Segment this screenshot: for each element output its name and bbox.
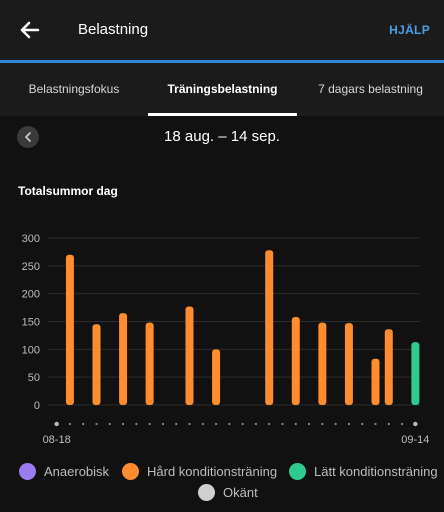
y-tick-label: 50 <box>28 372 40 384</box>
legend-item-latt-kondition: Lätt konditionsträning <box>289 463 438 481</box>
bar[interactable] <box>344 323 353 405</box>
x-tick-label: 09-14 <box>401 434 429 446</box>
bar[interactable] <box>318 322 327 405</box>
bar[interactable] <box>411 342 420 405</box>
x-axis-tick <box>214 422 218 426</box>
x-axis-tick <box>175 422 178 426</box>
active-tab-indicator <box>148 113 297 116</box>
x-axis-tick <box>54 421 59 427</box>
x-axis-tick <box>68 422 72 426</box>
legend-swatch <box>19 463 36 481</box>
header-accent-line <box>0 60 444 63</box>
bar[interactable] <box>119 313 128 405</box>
x-axis-tick <box>241 422 244 426</box>
x-axis-tick <box>254 422 258 426</box>
tab-7-dagars-belastning[interactable]: 7 dagars belastning <box>318 82 423 96</box>
x-axis-tick <box>201 422 204 426</box>
bar[interactable] <box>291 317 300 405</box>
x-axis-tick <box>374 422 377 426</box>
arrow-left-icon <box>20 21 40 39</box>
y-tick-label: 200 <box>22 289 40 301</box>
page-title: Belastning <box>78 21 149 38</box>
x-axis-tick <box>294 422 297 426</box>
x-axis-tick <box>321 422 324 426</box>
x-axis-tick <box>361 422 364 426</box>
x-axis-tick <box>228 422 231 426</box>
app-header: Belastning HJÄLP <box>0 0 444 60</box>
bar[interactable] <box>92 324 101 405</box>
bar[interactable] <box>145 322 154 405</box>
y-tick-label: 300 <box>22 233 40 245</box>
legend-swatch <box>198 484 215 502</box>
legend-label: Hård konditionsträning <box>147 464 278 480</box>
x-axis-tick <box>387 422 390 426</box>
chart-title: Totalsummor dag <box>18 184 118 198</box>
y-tick-label: 0 <box>34 400 40 412</box>
y-tick-label: 100 <box>22 344 40 356</box>
legend-label: Lätt konditionsträning <box>314 464 438 480</box>
x-axis-tick <box>188 422 191 426</box>
legend-swatch <box>122 463 139 481</box>
x-axis-tick <box>334 422 337 426</box>
x-axis-tick <box>95 422 98 426</box>
legend-swatch <box>289 463 306 481</box>
x-axis-tick <box>108 422 111 426</box>
y-tick-label: 150 <box>22 317 40 329</box>
legend-label: Anaerobisk <box>44 464 110 480</box>
x-axis-tick <box>281 422 284 426</box>
legend-item-hard-kondition: Hård konditionsträning <box>122 463 278 481</box>
bar[interactable] <box>185 306 194 405</box>
daily-load-chart: 0 50 100 150 200 250 300 08-18 09-14 <box>22 233 430 446</box>
bar[interactable] <box>384 329 393 405</box>
x-axis-tick <box>82 422 85 426</box>
date-range: 18 aug. – 14 sep. <box>164 128 280 145</box>
legend-item-okant: Okänt <box>198 484 258 502</box>
back-button[interactable] <box>14 16 46 44</box>
x-axis-tick <box>307 422 311 426</box>
x-axis-tick <box>135 422 138 426</box>
bar[interactable] <box>65 254 74 405</box>
x-axis-tick <box>347 422 351 426</box>
help-link[interactable]: HJÄLP <box>389 23 430 37</box>
legend-item-anaerobisk: Anaerobisk <box>19 463 110 481</box>
bar[interactable] <box>265 250 274 405</box>
tab-belastningsfokus[interactable]: Belastningsfokus <box>28 82 120 96</box>
x-axis-tick <box>148 422 151 426</box>
legend-label: Okänt <box>223 485 258 501</box>
bar[interactable] <box>212 349 221 405</box>
bar[interactable] <box>371 358 380 405</box>
x-axis-tick <box>400 422 404 426</box>
x-axis-tick <box>121 422 125 426</box>
tab-bar: Belastningsfokus Träningsbelastning 7 da… <box>0 63 444 116</box>
x-axis-tick <box>413 421 418 427</box>
chevron-left-icon <box>25 132 31 142</box>
y-tick-label: 250 <box>22 261 40 273</box>
tab-traningsbelastning[interactable]: Träningsbelastning <box>167 82 278 96</box>
previous-period-button[interactable] <box>17 126 39 148</box>
x-axis-tick <box>161 422 165 426</box>
x-tick-label: 08-18 <box>43 434 71 446</box>
x-axis-tick <box>268 422 271 426</box>
